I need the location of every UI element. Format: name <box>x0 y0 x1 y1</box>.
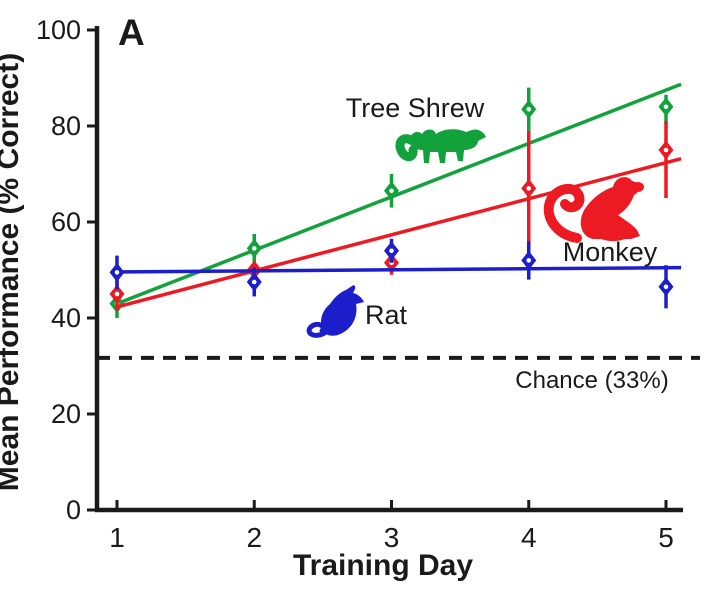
monkey-muzzle <box>632 182 644 192</box>
tree_shrew-marker-center <box>251 246 257 251</box>
panel-label: A <box>118 12 145 53</box>
rat-body <box>321 285 364 336</box>
y-tick-label: 100 <box>36 15 81 45</box>
monkey-tail <box>543 183 585 243</box>
monkey-body <box>580 177 640 239</box>
monkey-icon <box>543 177 644 243</box>
axes: 0 20 40 60 80 100 1 2 3 4 5 <box>36 15 683 553</box>
y-tick-label: 20 <box>51 399 81 429</box>
rat-ear <box>343 291 351 299</box>
data-series-layer <box>109 82 682 318</box>
y-tick-label: 0 <box>66 495 81 525</box>
y-tick-label: 80 <box>51 111 81 141</box>
rat-label: Rat <box>365 300 408 330</box>
rat-icon <box>306 285 364 338</box>
y-tick-label: 60 <box>51 207 81 237</box>
y-axis-title: Mean Performance (% Correct) <box>0 53 25 491</box>
monkey-marker-center <box>526 186 532 191</box>
tree-shrew-tail <box>395 134 419 162</box>
rat-marker-center <box>114 270 120 275</box>
series-rat <box>109 238 682 309</box>
x-tick-label: 5 <box>658 522 674 553</box>
rat-marker-center <box>526 258 532 263</box>
tree_shrew-trend-line <box>116 82 682 306</box>
tree-shrew-body <box>410 129 486 163</box>
monkey-marker-center <box>114 291 120 297</box>
x-tick-label: 3 <box>384 522 400 553</box>
monkey-trend-line <box>116 156 682 309</box>
x-tick-label: 1 <box>109 522 125 553</box>
y-tick-label: 40 <box>51 303 81 333</box>
tree-shrew-icon <box>395 129 486 163</box>
x-tick-label: 4 <box>521 522 537 553</box>
x-axis-title: Training Day <box>293 549 473 582</box>
rat-trend-line <box>116 265 682 274</box>
rat-marker-center <box>389 248 394 254</box>
tree_shrew-marker-center <box>526 106 532 112</box>
monkey-marker-center <box>663 147 669 153</box>
chance-label: Chance (33%) <box>515 367 668 394</box>
rat-marker-center <box>251 279 257 285</box>
tree_shrew-marker-center <box>663 104 669 110</box>
tree-shrew-label: Tree Shrew <box>346 93 485 123</box>
monkey-feet <box>600 233 626 241</box>
tree_shrew-marker-center <box>389 188 394 194</box>
x-tick-label: 2 <box>246 522 262 553</box>
rat-marker-center <box>663 284 669 290</box>
